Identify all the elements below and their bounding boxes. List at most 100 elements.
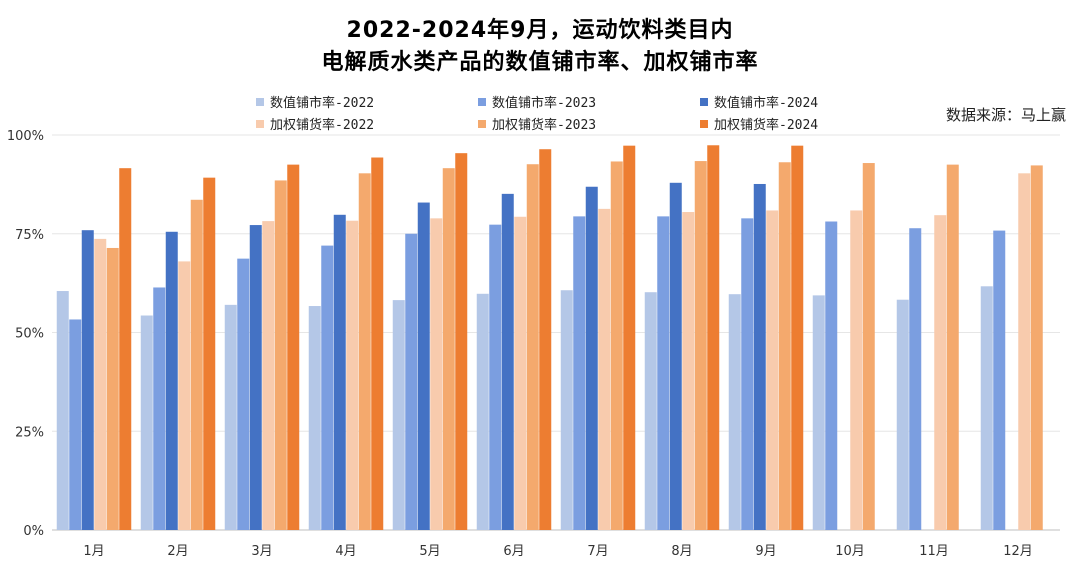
x-tick-label: 4月 — [335, 544, 356, 559]
bar-2-5 — [501, 193, 514, 531]
bar-3-3 — [346, 220, 359, 530]
x-tick-label: 6月 — [503, 544, 524, 559]
y-tick-label: 50% — [15, 327, 44, 342]
x-tick-label: 7月 — [587, 544, 608, 559]
legend-label-0: 数值铺市率-2022 — [270, 96, 375, 111]
chart-title-line-1: 2022-2024年9月，运动饮料类目内 — [346, 18, 734, 43]
bar-4-7 — [694, 161, 707, 530]
bar-1-0 — [69, 319, 82, 530]
bar-2-4 — [417, 202, 430, 531]
legend-swatch-2 — [700, 97, 708, 106]
bar-1-4 — [405, 233, 418, 530]
bar-1-10 — [909, 228, 922, 530]
bar-4-0 — [106, 247, 119, 530]
bar-0-3 — [308, 306, 321, 530]
y-tick-label: 0% — [23, 524, 44, 539]
bar-0-5 — [476, 293, 489, 530]
y-tick-label: 100% — [7, 129, 44, 144]
legend-item-4: 加权铺货率-2023 — [478, 114, 596, 133]
bar-4-6 — [610, 161, 623, 530]
legend-item-3: 加权铺货率-2022 — [256, 114, 374, 133]
bar-4-2 — [274, 180, 287, 531]
bar-0-8 — [728, 294, 741, 530]
bar-5-7 — [707, 145, 720, 530]
bar-5-2 — [287, 164, 300, 530]
bar-5-3 — [371, 157, 384, 530]
x-tick-label: 9月 — [755, 544, 776, 559]
bar-3-10 — [934, 215, 947, 530]
x-tick-label: 11月 — [919, 544, 949, 559]
bar-1-8 — [741, 218, 754, 530]
legend-swatch-1 — [478, 97, 486, 106]
bar-4-5 — [526, 164, 539, 531]
bar-3-6 — [598, 208, 611, 531]
bar-0-1 — [140, 315, 153, 530]
bar-0-11 — [980, 286, 993, 530]
legend-label-4: 加权铺货率-2023 — [492, 118, 597, 133]
bar-0-10 — [896, 299, 909, 530]
bar-0-9 — [812, 295, 825, 530]
legend-item-1: 数值铺市率-2023 — [478, 92, 596, 111]
bar-3-0 — [94, 238, 107, 530]
bar-1-3 — [321, 245, 334, 530]
y-tick-label: 25% — [15, 425, 44, 440]
bar-0-7 — [644, 292, 657, 530]
bar-5-0 — [119, 168, 132, 530]
bar-3-1 — [178, 261, 191, 530]
bar-5-8 — [791, 145, 804, 531]
legend-item-5: 加权铺货率-2024 — [700, 114, 818, 133]
bar-4-1 — [190, 199, 203, 530]
x-tick-label: 12月 — [1003, 544, 1033, 559]
bar-1-9 — [825, 221, 838, 530]
legend-swatch-4 — [478, 119, 486, 128]
bar-2-6 — [585, 186, 598, 530]
bar-3-2 — [262, 221, 275, 531]
bar-2-0 — [81, 230, 94, 530]
bar-4-3 — [358, 173, 371, 530]
bar-2-1 — [165, 231, 178, 530]
bar-5-6 — [623, 145, 636, 531]
bar-3-8 — [766, 210, 779, 530]
bar-3-5 — [514, 216, 527, 530]
legend-label-3: 加权铺货率-2022 — [270, 118, 375, 133]
y-tick-label: 75% — [15, 228, 44, 243]
bar-5-4 — [455, 153, 468, 531]
bar-4-10 — [946, 164, 959, 530]
bar-0-6 — [560, 290, 573, 530]
legend-swatch-0 — [256, 97, 264, 106]
legend-item-0: 数值铺市率-2022 — [256, 92, 374, 111]
bar-2-2 — [249, 225, 262, 530]
x-tick-label: 1月 — [83, 544, 104, 559]
x-tick-label: 2月 — [167, 544, 188, 559]
bar-2-3 — [333, 214, 346, 531]
bar-5-1 — [203, 177, 216, 530]
bar-2-8 — [753, 183, 766, 531]
bar-0-2 — [224, 304, 237, 530]
bar-1-5 — [489, 224, 502, 531]
x-tick-label: 5月 — [419, 544, 440, 559]
bar-4-8 — [778, 162, 791, 530]
bar-3-7 — [682, 212, 695, 530]
legend-swatch-3 — [256, 119, 264, 128]
legend-label-2: 数值铺市率-2024 — [714, 96, 819, 111]
bar-1-7 — [657, 216, 670, 530]
legend-swatch-5 — [700, 119, 708, 128]
bar-1-2 — [237, 258, 250, 530]
bar-0-4 — [392, 300, 405, 530]
legend-item-2: 数值铺市率-2024 — [700, 92, 818, 111]
legend-label-1: 数值铺市率-2023 — [492, 96, 597, 111]
x-tick-label: 3月 — [251, 544, 272, 559]
x-tick-label: 8月 — [671, 544, 692, 559]
legend-label-5: 加权铺货率-2024 — [714, 118, 819, 133]
bar-4-4 — [442, 168, 455, 530]
bar-1-6 — [573, 216, 586, 530]
bar-3-9 — [850, 210, 863, 530]
source-note: 数据来源：马上赢 — [945, 106, 1066, 124]
bar-4-9 — [862, 163, 875, 531]
bar-3-4 — [430, 218, 443, 530]
bar-5-5 — [539, 149, 552, 530]
bar-0-0 — [56, 291, 69, 530]
bar-3-11 — [1018, 173, 1031, 530]
